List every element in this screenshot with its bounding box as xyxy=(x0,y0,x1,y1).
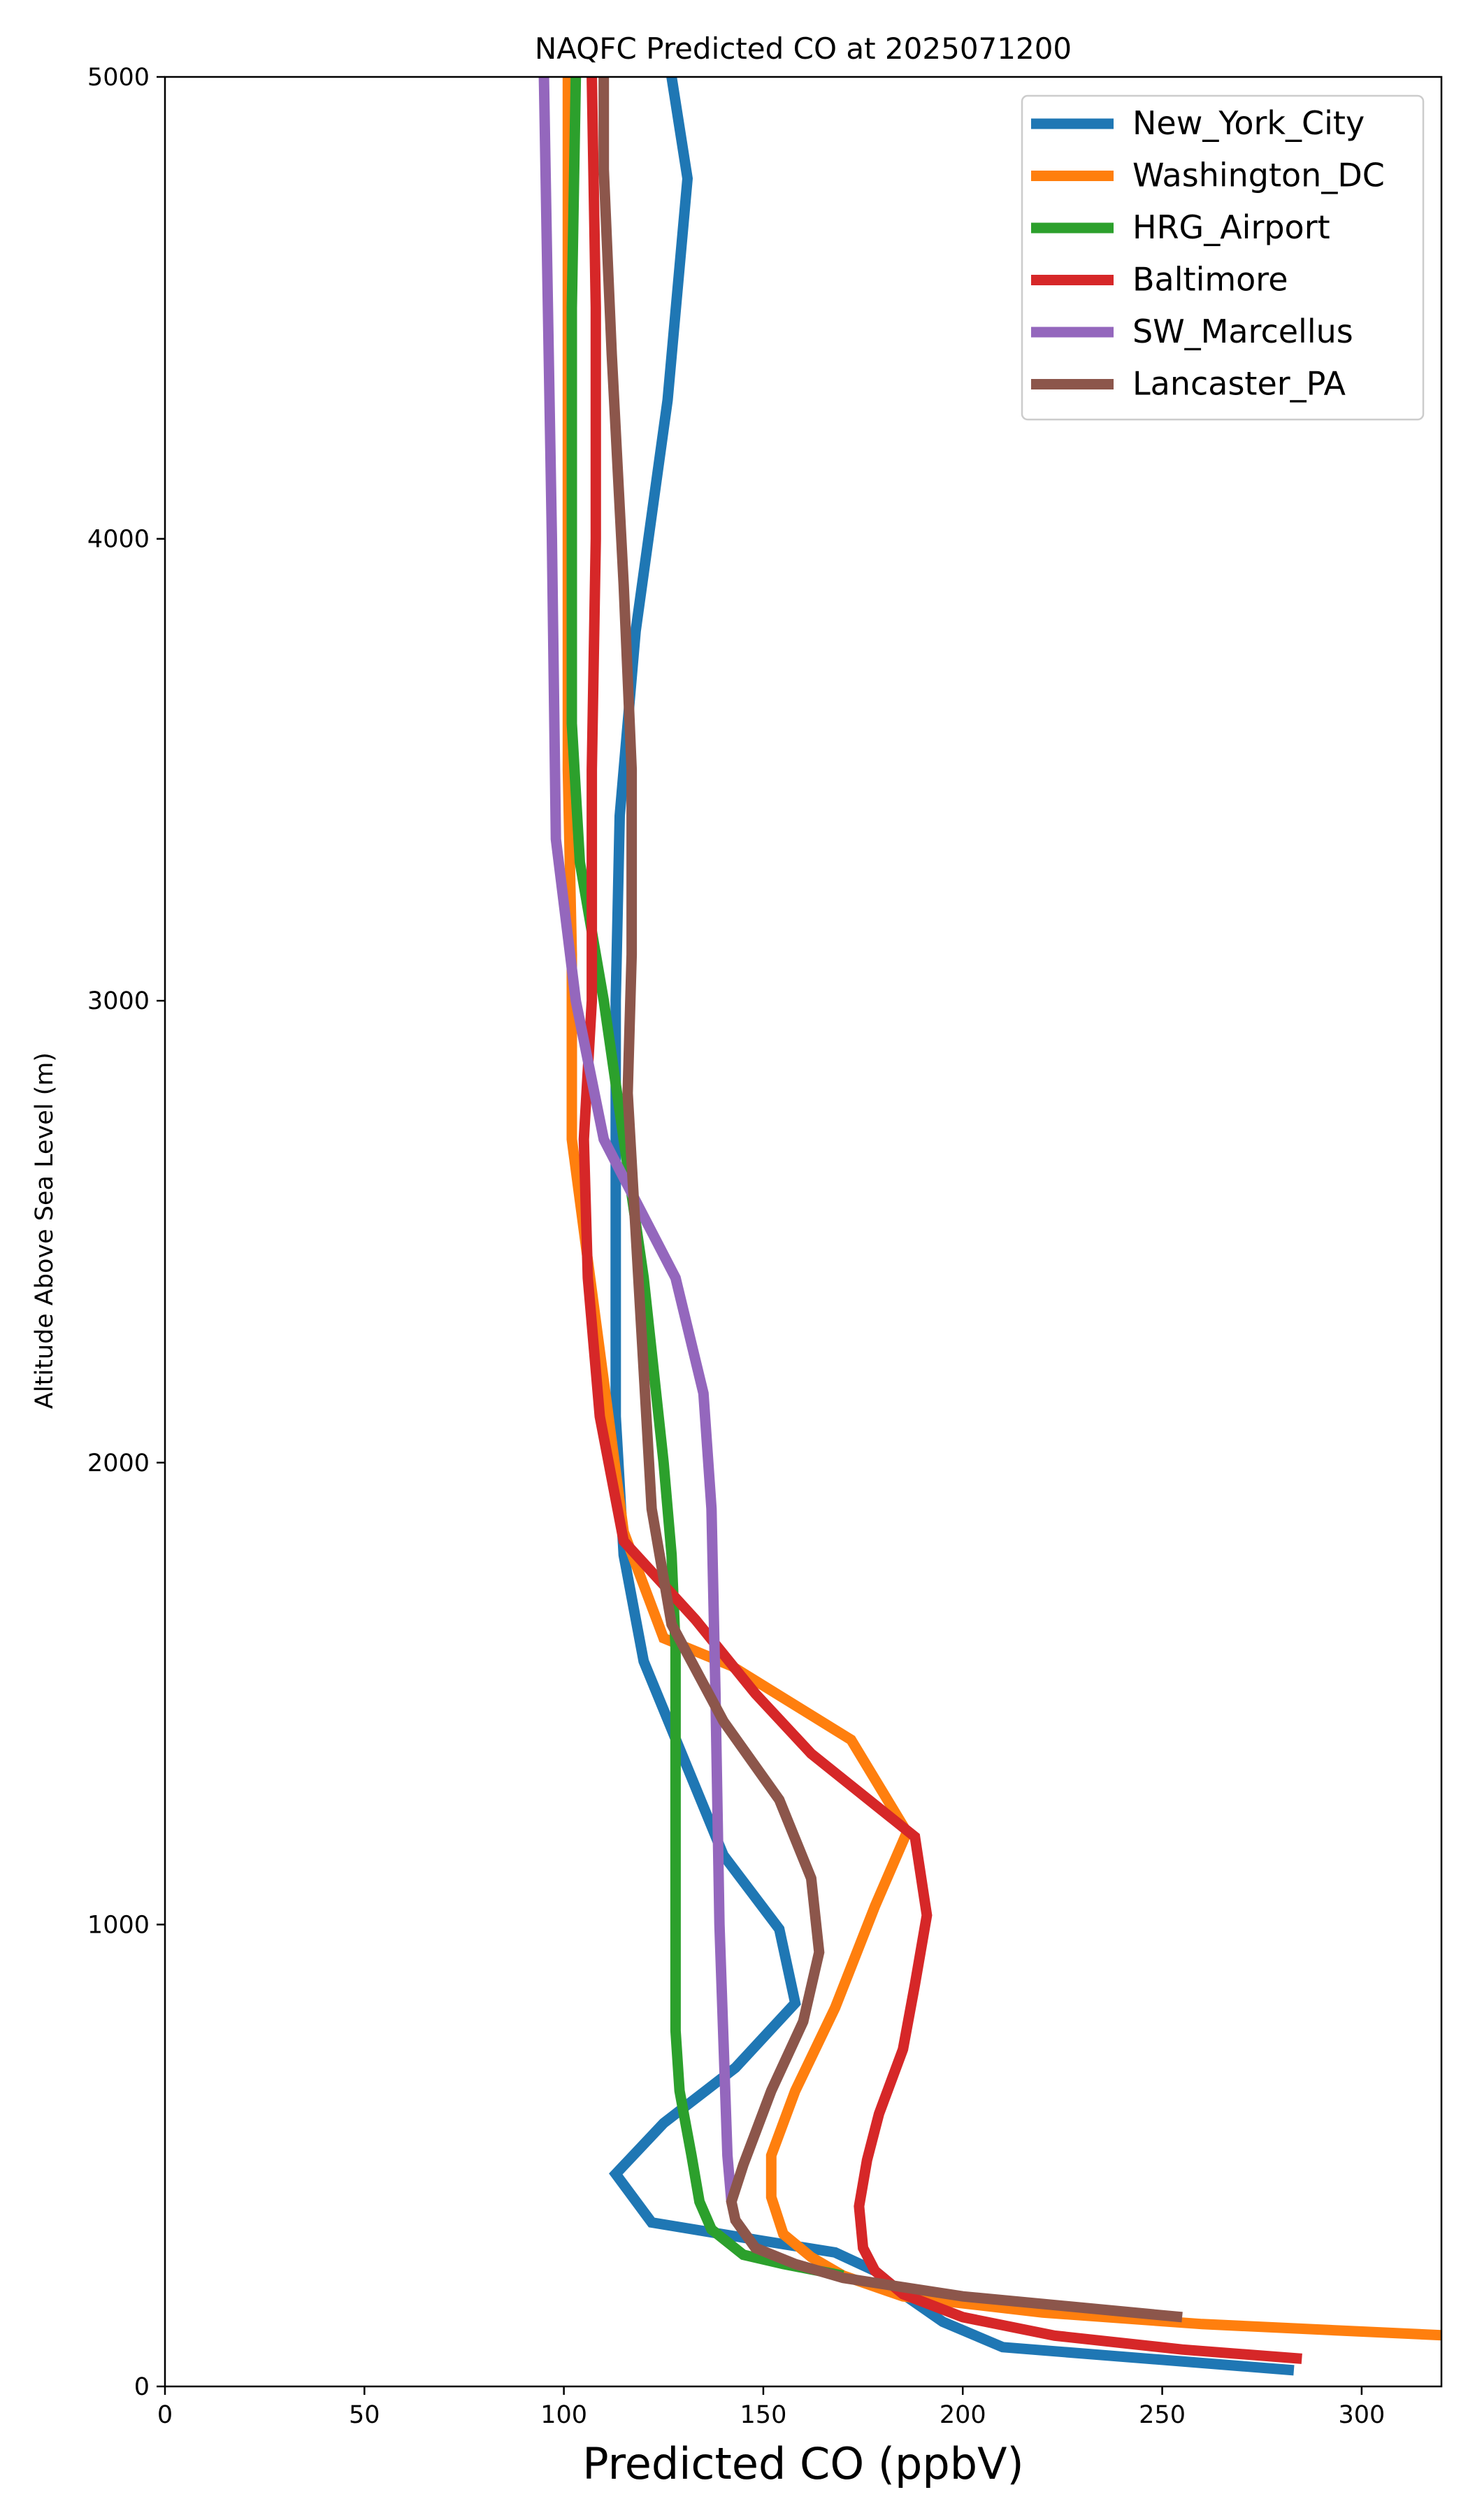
legend: New_York_City Washington_DC HRG_Airport Bal… xyxy=(1021,94,1425,421)
y-tick-label: 2000 xyxy=(87,1449,150,1477)
series-line-hrg-airport xyxy=(566,77,844,2281)
y-axis-label: Altitude Above Sea Level (m) xyxy=(31,1052,59,1409)
legend-items: New_York_City Washington_DC HRG_Airport Bal… xyxy=(1031,104,1385,403)
legend-label-washington-dc: Washington_DC xyxy=(1132,157,1385,194)
x-tick-label: 0 xyxy=(157,2401,173,2429)
x-tick-label: 250 xyxy=(1139,2401,1186,2429)
x-tick-label: 50 xyxy=(349,2401,380,2429)
x-tick-label: 150 xyxy=(740,2401,787,2429)
chart-title: NAQFC Predicted CO at 2025071200 xyxy=(535,31,1072,66)
legend-box xyxy=(1021,94,1425,421)
series-line-lancaster-pa xyxy=(598,77,1183,2323)
legend-label-new-york-city: New_York_City xyxy=(1132,104,1365,142)
x-axis-label: Predicted CO (ppbV) xyxy=(582,2438,1023,2489)
y-tick-label: 4000 xyxy=(87,526,150,554)
series-line-sw-marcellus xyxy=(538,77,737,2203)
x-tick-label: 300 xyxy=(1338,2401,1385,2429)
plot-frame xyxy=(164,76,1443,2388)
y-tick-label: 1000 xyxy=(87,1911,150,1939)
legend-label-baltimore: Baltimore xyxy=(1132,261,1288,299)
legend-label-hrg-airport: HRG_Airport xyxy=(1132,208,1330,246)
y-tick-label: 3000 xyxy=(87,987,150,1015)
x-tick-label: 200 xyxy=(940,2401,986,2429)
y-tick-label: 0 xyxy=(134,2373,150,2401)
legend-label-sw-marcellus: SW_Marcellus xyxy=(1132,313,1353,350)
legend-label-lancaster-pa: Lancaster_PA xyxy=(1132,365,1346,403)
x-axis-ticks: 0 50 100 150 200 250 300 xyxy=(157,2386,1385,2429)
y-tick-label: 5000 xyxy=(87,64,150,92)
series-layer xyxy=(538,77,1441,2376)
y-axis-ticks: 0 1000 2000 3000 4000 5000 xyxy=(87,64,165,2401)
x-tick-label: 100 xyxy=(540,2401,587,2429)
